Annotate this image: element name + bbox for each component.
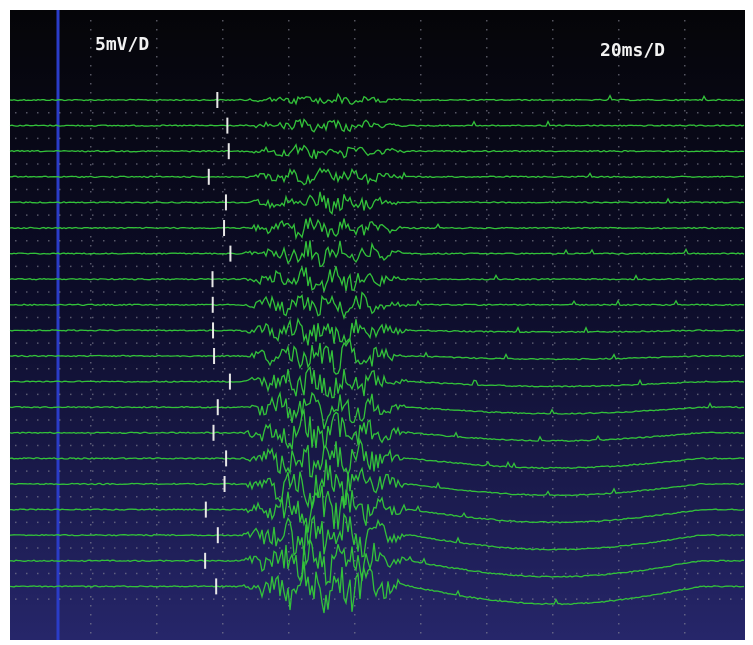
monitor: 5mV/D 20ms/D: [0, 0, 753, 645]
time-scale: 20ms/D: [600, 40, 665, 61]
screen: [10, 10, 745, 640]
amplitude-scale: 5mV/D: [95, 34, 149, 55]
page: 5mV/D 20ms/D: [0, 0, 753, 645]
